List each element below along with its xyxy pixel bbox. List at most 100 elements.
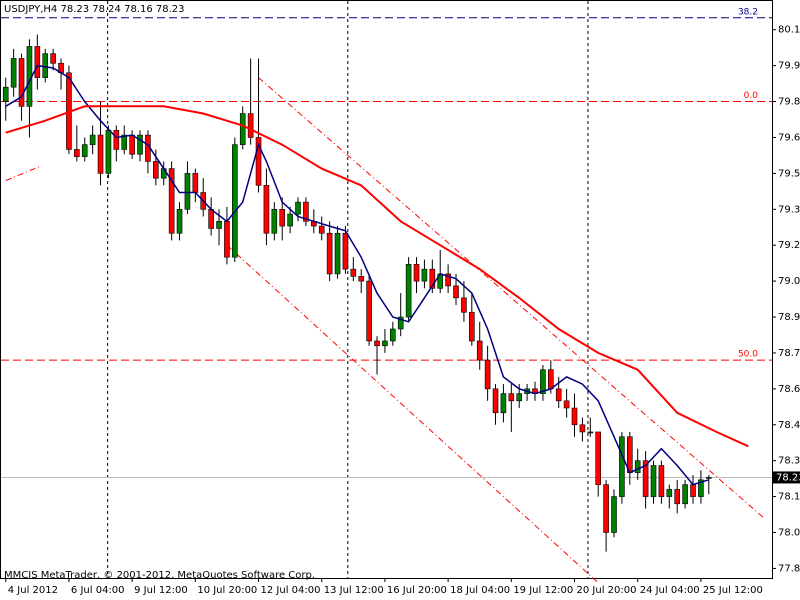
candle-body — [255, 137, 262, 186]
candle-body — [50, 53, 56, 64]
fibo-label: 50.0 — [738, 350, 758, 360]
candle-body — [453, 285, 459, 299]
candle-body — [176, 208, 183, 234]
last-price-box — [773, 471, 800, 484]
moving-average — [5, 64, 710, 486]
candle-body — [405, 264, 412, 318]
x-tick-label: 12 Jul 04:00 — [261, 585, 321, 596]
y-tick-label: 79.65 — [778, 132, 800, 143]
chart-title: USDJPY,H4 78.23 78.24 78.16 78.23 — [4, 4, 185, 15]
candle-body — [563, 400, 570, 409]
candle-body — [382, 340, 388, 347]
candle-body — [698, 479, 704, 497]
y-tick-label: 78.75 — [778, 348, 800, 359]
y-tick-label: 78.15 — [778, 492, 800, 503]
x-tick-label: 10 Jul 20:00 — [197, 585, 257, 596]
candle-body — [619, 436, 625, 497]
candle-body — [247, 113, 254, 138]
candle-body — [295, 201, 301, 215]
candle-body — [366, 280, 372, 342]
x-tick-label: 25 Jul 12:00 — [703, 585, 763, 596]
y-tick-label: 78.00 — [778, 528, 800, 539]
candle-body — [168, 168, 175, 234]
x-tick-label: 20 Jul 20:00 — [577, 585, 637, 596]
y-tick-label: 79.95 — [778, 61, 800, 72]
candle-body — [429, 268, 436, 289]
candle-body — [81, 144, 88, 157]
candle-body — [113, 129, 120, 150]
y-tick-label: 78.90 — [778, 312, 800, 323]
y-tick-label: 79.05 — [778, 276, 800, 287]
candle-body — [461, 297, 467, 313]
candle-body — [342, 232, 349, 270]
candle-body — [390, 328, 396, 342]
candle-body — [239, 113, 246, 145]
candle-body — [121, 134, 128, 150]
candle-body — [658, 465, 665, 497]
candle-body — [105, 129, 112, 174]
candle-body — [224, 220, 230, 258]
y-tick-label: 79.35 — [778, 204, 800, 215]
fibo-label: 38.2 — [738, 7, 758, 17]
candle-body — [263, 185, 270, 234]
fibo-label: 0.0 — [744, 91, 759, 101]
candle-body — [421, 268, 428, 282]
candle-body — [358, 276, 365, 282]
last-price-label: 78.23 — [776, 472, 800, 483]
moving-average — [5, 105, 749, 448]
candle-body — [89, 134, 96, 145]
candle-body — [492, 388, 499, 414]
candle-body — [271, 208, 278, 234]
candle-body — [216, 220, 222, 229]
candle-body — [334, 232, 341, 275]
candle-body — [603, 484, 609, 533]
candle-body — [18, 58, 25, 107]
candle-body — [350, 268, 357, 277]
candle-body — [97, 134, 104, 174]
candle-body — [192, 173, 199, 193]
y-tick-label: 78.60 — [778, 384, 800, 395]
candle-body — [555, 388, 562, 402]
candle-body — [508, 393, 515, 402]
candle-body — [650, 465, 657, 497]
candle-body — [484, 359, 491, 390]
y-tick-label: 77.85 — [778, 563, 800, 574]
candle-body — [129, 134, 135, 155]
candle-body — [690, 484, 696, 497]
x-tick-label: 4 Jul 2012 — [8, 585, 58, 596]
x-tick-label: 24 Jul 04:00 — [640, 585, 700, 596]
y-tick-label: 80.10 — [778, 25, 800, 36]
plot-frame — [0, 0, 773, 579]
candle-body — [642, 460, 649, 497]
y-tick-label: 79.20 — [778, 240, 800, 251]
candle-body — [579, 424, 586, 433]
x-tick-label: 9 Jul 12:00 — [134, 585, 188, 596]
candle-body — [500, 393, 507, 414]
y-tick-label: 79.50 — [778, 168, 800, 179]
candle-body — [279, 208, 286, 227]
candle-body — [666, 489, 673, 497]
footer: MMCIS MetaTrader, © 2001-2012, MetaQuote… — [4, 570, 315, 581]
candle-body — [469, 311, 475, 342]
y-tick-label: 78.45 — [778, 420, 800, 431]
candle-body — [2, 86, 9, 102]
candle-body — [287, 213, 293, 227]
x-tick-label: 13 Jul 12:00 — [324, 585, 384, 596]
candle-body — [706, 477, 712, 479]
candle-body — [74, 149, 80, 157]
candle-body — [682, 484, 688, 505]
candle-body — [303, 201, 309, 222]
candle-body — [595, 431, 602, 485]
x-tick-label: 6 Jul 04:00 — [71, 585, 125, 596]
candle-body — [326, 232, 333, 275]
y-tick-label: 79.80 — [778, 97, 800, 108]
x-tick-label: 16 Jul 20:00 — [387, 585, 447, 596]
candle-body — [634, 460, 641, 473]
candle-body — [445, 273, 451, 287]
candle-body — [232, 144, 238, 258]
candle-body — [674, 489, 681, 505]
candle-body — [516, 393, 523, 402]
candle-body — [548, 369, 554, 390]
trend-line — [5, 165, 41, 182]
